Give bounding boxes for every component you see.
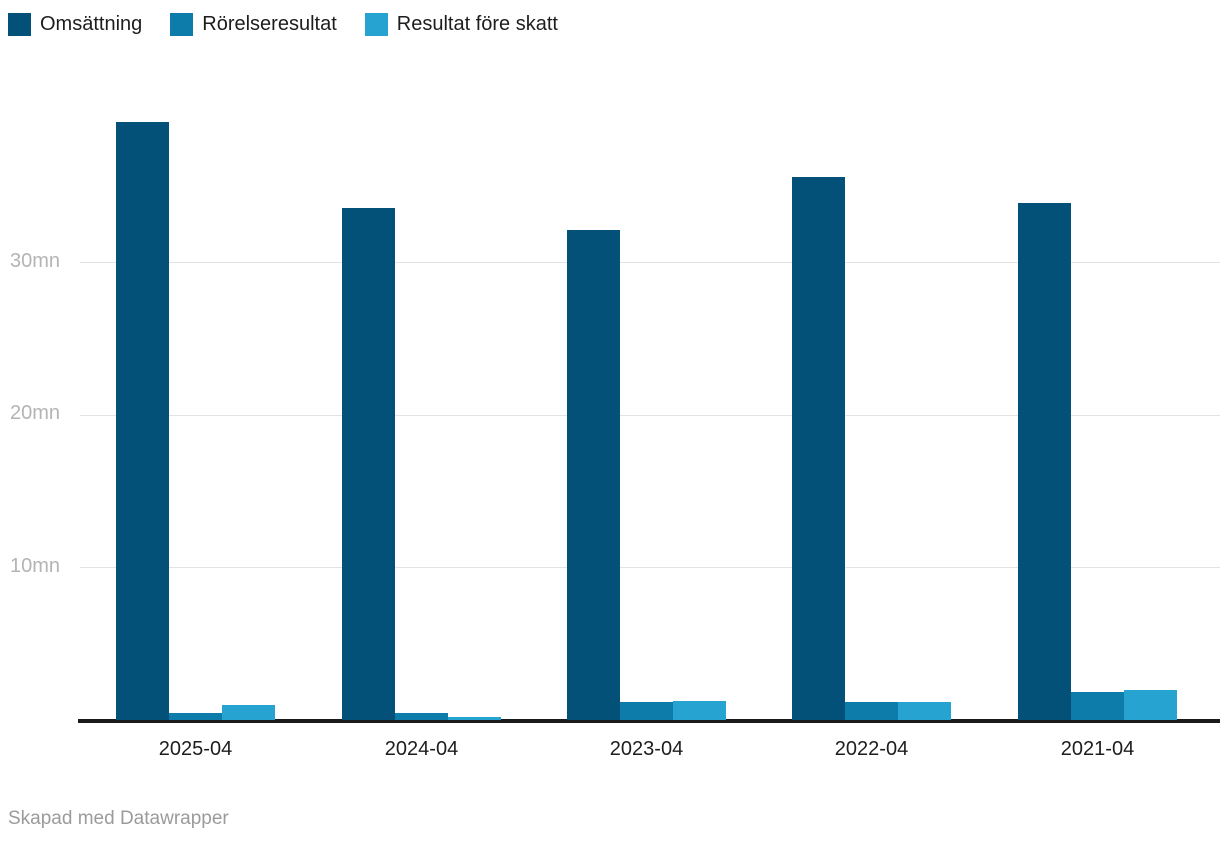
- legend-label-resultat-f-re-skatt: Resultat före skatt: [396, 13, 558, 35]
- gridline-20mn: [80, 414, 1220, 416]
- bar-oms-ttning-2022-04: [792, 177, 845, 720]
- bar-oms-ttning-2023-04: [567, 230, 620, 720]
- bar-resultat-f-re-skatt-2021-04: [1124, 689, 1177, 720]
- legend-swatch-r-relseresultat: [170, 13, 194, 36]
- y-tick-label-30mn: 30mn: [10, 249, 61, 272]
- x-tick-label-2021-04: 2021-04: [1060, 738, 1135, 760]
- bar-r-relseresultat-2021-04: [1071, 691, 1124, 720]
- y-tick-label-20mn: 20mn: [10, 402, 61, 424]
- bar-r-relseresultat-2023-04: [620, 701, 673, 720]
- legend: Omsättning Rörelseresultat Resultat före s…: [8, 13, 558, 36]
- legend-item-r-relseresultat: Rörelseresultat: [170, 13, 337, 36]
- x-tick-label-2022-04: 2022-04: [834, 738, 909, 760]
- legend-swatch-resultat-f-re-skatt: [364, 13, 388, 36]
- bar-r-relseresultat-2022-04: [845, 702, 898, 720]
- x-tick-label-2024-04: 2024-04: [384, 738, 459, 760]
- x-tick-label-2023-04: 2023-04: [609, 738, 684, 760]
- gridline-10mn: [80, 567, 1220, 568]
- legend-label-r-relseresultat: Rörelseresultat: [202, 13, 337, 35]
- bar-resultat-f-re-skatt-2022-04: [898, 701, 951, 720]
- bar-resultat-f-re-skatt-2023-04: [673, 700, 726, 720]
- datawrapper-attribution[interactable]: Skapad med Datawrapper: [8, 808, 229, 829]
- x-axis-line: [78, 719, 1220, 723]
- bar-r-relseresultat-2025-04: [169, 713, 222, 720]
- bar-oms-ttning-2024-04: [342, 207, 395, 720]
- legend-swatch-oms-ttning: [8, 13, 31, 36]
- legend-item-resultat-f-re-skatt: Resultat före skatt: [364, 13, 558, 36]
- x-tick-label-2025-04: 2025-04: [158, 738, 233, 760]
- y-tick-label-10mn: 10mn: [10, 554, 61, 577]
- legend-label-oms-ttning: Omsättning: [40, 13, 143, 35]
- bar-resultat-f-re-skatt-2024-04: [448, 716, 501, 720]
- bar-r-relseresultat-2024-04: [395, 713, 448, 720]
- bar-oms-ttning-2021-04: [1018, 203, 1071, 720]
- bar-resultat-f-re-skatt-2025-04: [222, 704, 275, 720]
- bar-oms-ttning-2025-04: [116, 122, 169, 720]
- gridline-30mn: [80, 262, 1220, 263]
- legend-item-oms-ttning: Omsättning: [8, 13, 142, 36]
